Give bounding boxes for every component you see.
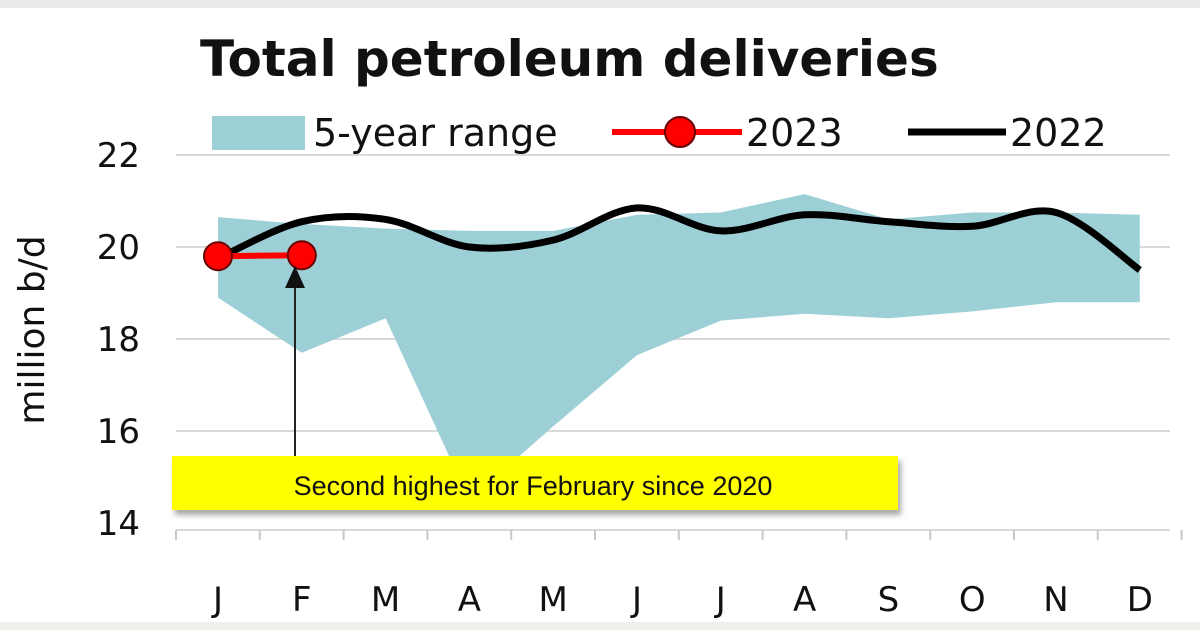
y-tick-label: 16 (97, 412, 140, 452)
annotation-arrowhead (285, 266, 305, 288)
x-tick-label: S (878, 580, 900, 620)
x-tick-label: M (539, 580, 568, 620)
x-tick-label: A (793, 580, 816, 620)
chart-title: Total petroleum deliveries (200, 30, 939, 88)
x-tick-label: O (959, 580, 986, 620)
legend-swatch-range (212, 116, 305, 150)
x-tick-label: J (211, 580, 223, 620)
annotation: Second highest for February since 2020 (172, 266, 898, 510)
series-2022-line (216, 204, 1142, 273)
legend-label-range: 5-year range (313, 111, 558, 155)
five-year-range-area (218, 194, 1140, 500)
x-tick-label: D (1127, 580, 1153, 620)
annotation-text: Second highest for February since 2020 (294, 471, 773, 501)
x-tick-label: M (371, 580, 400, 620)
annotation-box (172, 456, 898, 510)
y-axis-label: million b/d (12, 235, 53, 424)
legend-marker-2023 (664, 116, 696, 148)
x-tick-label: A (458, 580, 481, 620)
x-tick-label: J (714, 580, 726, 620)
legend-label-2023: 2023 (746, 111, 843, 155)
series-2023-point (203, 241, 233, 272)
y-tick-label: 22 (97, 136, 140, 176)
x-tick-label: J (630, 580, 642, 620)
x-tick-label: F (292, 580, 312, 620)
y-tick-label: 18 (97, 320, 140, 360)
legend-label-2022: 2022 (1010, 111, 1107, 155)
top-border (0, 0, 1200, 8)
x-tick-label: N (1043, 580, 1068, 620)
series-2023-point (286, 240, 317, 271)
legend: 5-year range 2023 2022 (212, 111, 1107, 155)
bottom-border (0, 622, 1200, 630)
y-tick-label: 14 (97, 504, 140, 544)
y-tick-label: 20 (97, 228, 140, 268)
